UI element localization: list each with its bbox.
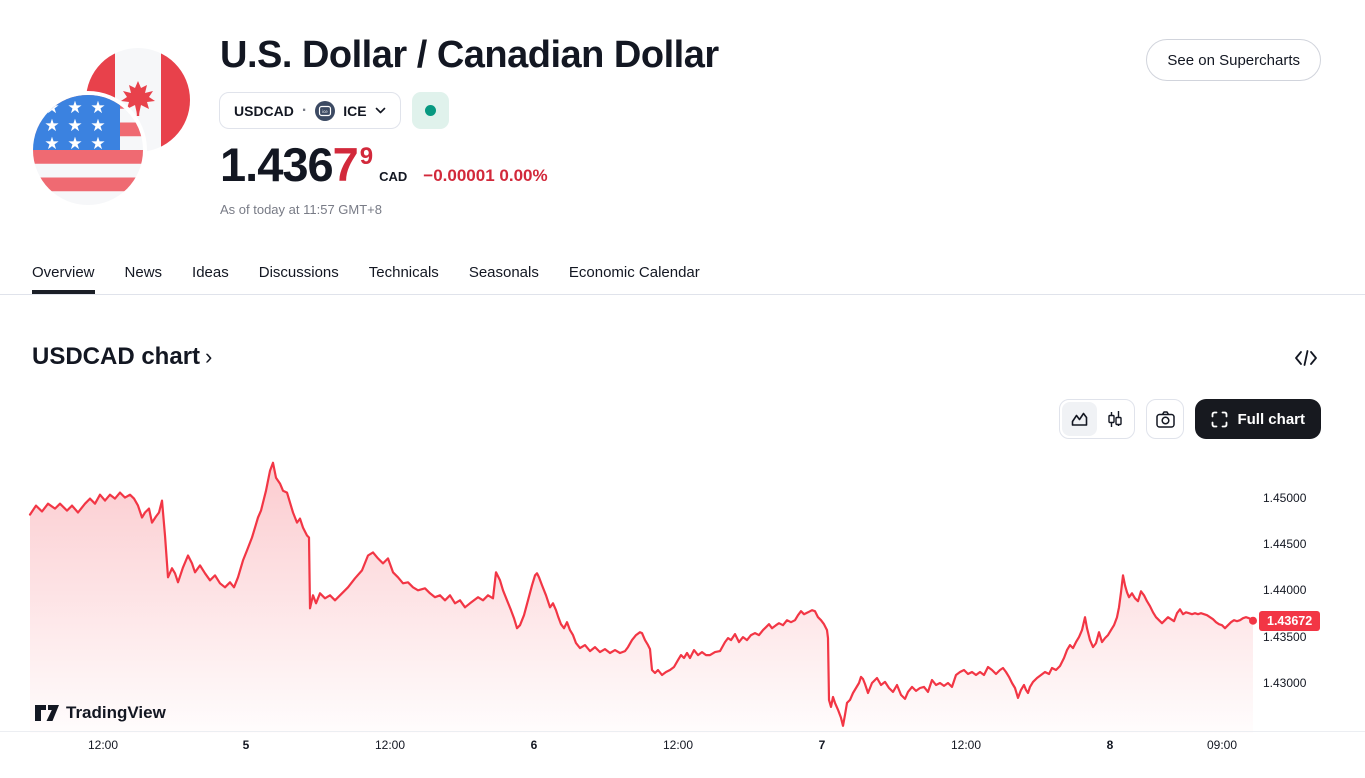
tradingview-logo-text: TradingView (66, 703, 166, 722)
price-change: −0.00001 0.00% (423, 166, 548, 185)
last-price-fraction-digit: 9 (359, 143, 374, 170)
time-axis-separator (0, 731, 1365, 732)
time-axis-label: 5 (242, 738, 250, 752)
usdcad-flag-pair: ★★★ ★★★ ★★★ (26, 40, 196, 215)
snapshot-camera-button[interactable] (1146, 399, 1185, 439)
symbol-switcher-button[interactable]: USDCAD · ice ICE (219, 92, 401, 129)
time-axis-label: 12:00 (87, 738, 119, 752)
tradingview-watermark[interactable]: TradingView (34, 703, 166, 723)
candlestick-chart-type-button[interactable] (1097, 402, 1132, 436)
as-of-timestamp: As of today at 11:57 GMT+8 (220, 202, 382, 217)
area-chart-plot (28, 461, 1257, 733)
time-axis-label: 7 (818, 738, 826, 752)
price-chart[interactable]: 1.45000 1.44500 1.44000 1.43500 1.43000 1.43… (0, 455, 1365, 755)
candlestick-icon (1108, 410, 1122, 427)
svg-text:★: ★ (67, 134, 82, 154)
flags-svg: ★★★ ★★★ ★★★ (29, 48, 190, 209)
tab-technicals[interactable]: Technicals (368, 264, 439, 281)
tab-discussions[interactable]: Discussions (258, 264, 339, 281)
page-title: U.S. Dollar / Canadian Dollar (220, 34, 719, 76)
chevron-right-icon: › (205, 344, 213, 369)
time-axis-label: 8 (1106, 738, 1114, 752)
see-on-supercharts-button[interactable]: See on Supercharts (1146, 39, 1321, 81)
svg-text:★: ★ (67, 116, 82, 136)
current-price-badge: 1.43672 (1259, 611, 1321, 631)
chart-toolbar: Full chart (1059, 399, 1321, 439)
chart-section-title-text: USDCAD chart (32, 343, 201, 370)
price-axis-label: 1.43500 (1263, 630, 1307, 644)
market-open-dot-icon (424, 105, 436, 116)
tab-news[interactable]: News (124, 264, 163, 281)
full-chart-button[interactable]: Full chart (1195, 399, 1321, 439)
embed-code-icon[interactable] (1291, 347, 1321, 371)
price-line (28, 461, 1255, 727)
time-axis-label: 12:00 (374, 738, 406, 752)
area-chart-type-button[interactable] (1062, 402, 1098, 436)
exchange-name: ICE (343, 102, 367, 119)
separator-dot: · (301, 101, 308, 119)
price-block: 1.436 7 9 CAD −0.00001 0.00% (220, 137, 548, 192)
time-axis-label: 09:00 (1206, 738, 1238, 752)
symbol-row: USDCAD · ice ICE (219, 92, 449, 129)
tradingview-logo-icon (35, 705, 59, 721)
price-axis-label: 1.44500 (1263, 537, 1307, 551)
symbol-page-tabs: Overview News Ideas Discussions Technica… (0, 254, 1365, 295)
svg-text:ice: ice (323, 109, 329, 114)
camera-icon (1156, 410, 1175, 428)
chevron-down-icon (375, 107, 385, 113)
svg-text:★: ★ (90, 134, 105, 154)
svg-text:★: ★ (90, 116, 105, 136)
svg-text:★: ★ (90, 98, 105, 118)
price-axis-label: 1.45000 (1263, 491, 1307, 505)
tab-ideas[interactable]: Ideas (192, 264, 229, 281)
price-axis-label: 1.43000 (1263, 676, 1307, 690)
fullscreen-icon (1212, 411, 1228, 427)
last-price: 1.436 (220, 138, 334, 191)
last-price-changed-digit: 7 (332, 138, 359, 191)
market-status-badge[interactable] (411, 92, 449, 129)
time-axis-label: 12:00 (950, 738, 982, 752)
area-chart-icon (1072, 412, 1088, 426)
chart-section-title[interactable]: USDCAD chart › (32, 343, 212, 371)
time-axis-label: 6 (530, 738, 538, 752)
symbol-name: USDCAD (234, 102, 294, 119)
time-axis-label: 12:00 (662, 738, 694, 752)
ice-exchange-icon: ice (315, 100, 336, 121)
svg-text:★: ★ (67, 98, 82, 118)
svg-text:★: ★ (44, 116, 59, 136)
price-axis-label: 1.44000 (1263, 583, 1307, 597)
price-currency: CAD (379, 169, 408, 184)
tab-overview[interactable]: Overview (32, 254, 95, 294)
full-chart-label: Full chart (1237, 410, 1305, 428)
chart-type-segmented-control (1059, 399, 1136, 439)
tab-seasonals[interactable]: Seasonals (468, 264, 539, 281)
svg-text:★: ★ (44, 134, 59, 154)
tab-economic-calendar[interactable]: Economic Calendar (568, 264, 700, 281)
area-fill (30, 462, 1253, 733)
last-price-dot-icon (1249, 616, 1257, 625)
